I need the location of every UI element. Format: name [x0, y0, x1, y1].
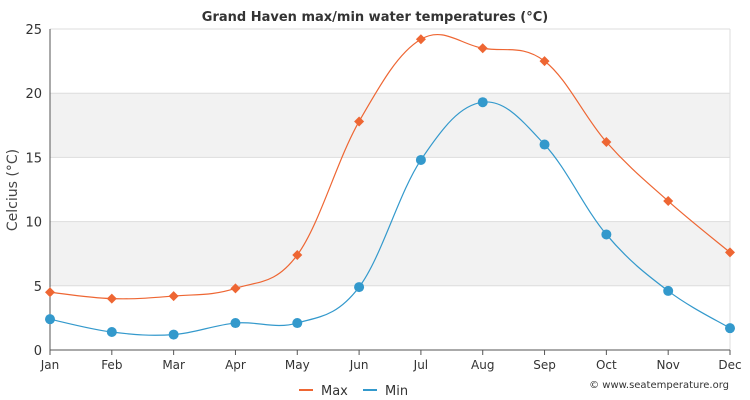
y-tick-label: 25: [25, 23, 42, 38]
data-point-min: [45, 314, 55, 325]
data-point-max: [230, 283, 241, 294]
x-axis-ticks: Jan Feb Mar Apr May Jun Jul Aug Sep Oct Nov Dec: [40, 350, 742, 372]
data-point-min: [354, 282, 365, 293]
x-tick-label: Jan: [40, 358, 60, 372]
legend: Max Min: [299, 384, 408, 399]
data-point-min: [292, 318, 303, 329]
grid-band: [50, 221, 730, 286]
x-tick-label: Mar: [162, 358, 185, 372]
chart-title: Grand Haven max/min water temperatures (…: [202, 10, 548, 25]
series-markers: [45, 34, 735, 340]
data-point-max: [663, 196, 674, 207]
x-tick-label: Sep: [533, 358, 556, 372]
x-tick-label: Oct: [596, 358, 617, 372]
x-tick-label: Dec: [718, 358, 741, 372]
data-point-min: [725, 323, 735, 334]
grid-band: [50, 93, 730, 158]
data-point-max: [106, 293, 117, 304]
data-point-min: [415, 154, 426, 165]
x-tick-label: Jun: [349, 358, 369, 372]
legend-label-max: Max: [321, 384, 348, 399]
legend-label-min: Min: [385, 384, 408, 399]
data-point-min: [539, 139, 550, 150]
y-axis-tick-labels: 0 5 10 15 20 25: [25, 23, 42, 359]
data-point-min: [477, 97, 488, 108]
y-tick-label: 15: [25, 151, 42, 166]
data-point-max: [601, 136, 612, 147]
y-tick-label: 0: [34, 344, 42, 359]
data-point-min: [601, 229, 612, 240]
data-point-max: [725, 247, 735, 258]
data-point-max: [477, 43, 488, 54]
x-tick-label: Nov: [656, 358, 679, 372]
grid-bands: [50, 93, 730, 286]
x-tick-label: Apr: [225, 358, 246, 372]
data-point-min: [663, 285, 674, 296]
data-point-min: [106, 327, 117, 338]
data-point-max: [415, 34, 426, 45]
y-axis-label: Celcius (°C): [5, 149, 21, 231]
y-tick-label: 5: [34, 280, 42, 295]
y-tick-label: 10: [25, 216, 42, 231]
data-point-max: [539, 56, 550, 67]
credit-text: © www.seatemperature.org: [589, 380, 729, 391]
data-point-max: [45, 287, 55, 298]
x-tick-label: Feb: [101, 358, 122, 372]
x-tick-label: Jul: [413, 358, 428, 372]
data-point-min: [230, 318, 241, 329]
y-tick-label: 20: [25, 87, 42, 102]
data-point-max: [354, 116, 365, 127]
x-tick-label: Aug: [471, 358, 494, 372]
data-point-min: [168, 329, 179, 340]
data-point-max: [168, 291, 179, 302]
data-point-max: [292, 249, 303, 260]
x-tick-label: May: [285, 358, 310, 372]
